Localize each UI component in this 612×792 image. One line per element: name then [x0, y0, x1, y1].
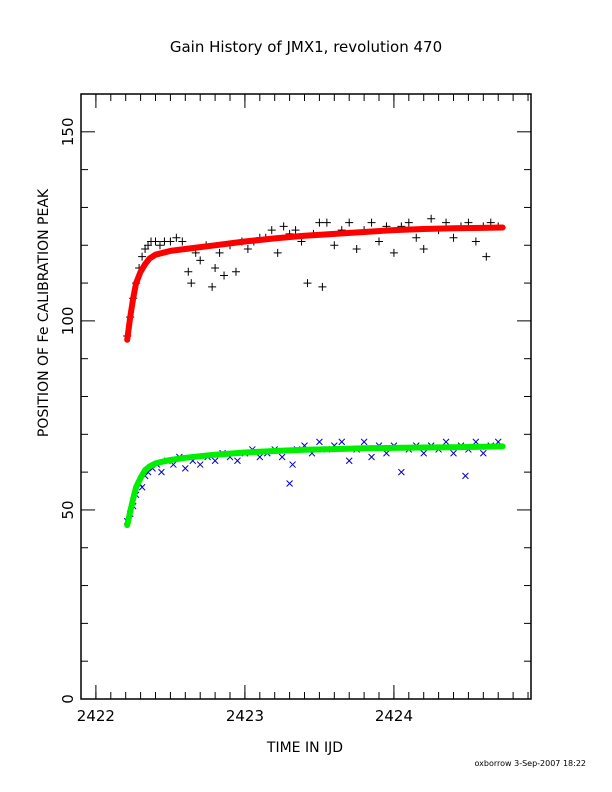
plus-point: [211, 263, 220, 272]
cross-point: [181, 464, 189, 472]
plus-point: [291, 226, 300, 235]
plus-point: [412, 233, 421, 242]
axis-tick-labels: 2422 2423 2424 0 50 100 150: [59, 117, 413, 725]
plus-point: [138, 252, 147, 261]
x-axis-label: TIME IN IJD: [266, 740, 344, 756]
cross-point: [368, 453, 375, 461]
cross-point: [286, 480, 293, 487]
x-tick-label: 2422: [77, 707, 115, 725]
plus-point: [196, 256, 205, 265]
plus-point: [215, 248, 224, 257]
plus-point: [471, 237, 480, 246]
plot-frame: [80, 93, 532, 700]
y-tick-label: 0: [59, 694, 77, 704]
chart-title: Gain History of JMX1, revolution 470: [169, 38, 443, 56]
cross-point: [383, 449, 390, 457]
plus-point: [279, 222, 288, 231]
y-axis-label: POSITION OF Fe CALIBRATION PEAK: [36, 188, 52, 438]
plus-point: [345, 218, 354, 227]
plus-point: [367, 218, 376, 227]
cross-point: [450, 449, 457, 457]
plus-point: [151, 237, 160, 246]
cross-point: [158, 468, 165, 476]
plus-point: [243, 245, 252, 254]
axis-ticks: [80, 94, 531, 700]
plus-point: [330, 241, 339, 250]
cross-point: [211, 457, 219, 465]
data-marks: [123, 214, 506, 529]
plus-point: [375, 237, 384, 246]
x-tick-label: 2424: [375, 707, 413, 725]
cross-point: [316, 438, 323, 446]
cross-point: [196, 461, 204, 468]
cross-point: [479, 449, 487, 457]
plus-point: [267, 226, 276, 235]
plus-point: [184, 267, 193, 276]
plus-point: [389, 248, 398, 257]
y-tick-label: 50: [59, 500, 77, 519]
cross-point: [420, 449, 428, 457]
cross-point: [360, 438, 368, 446]
plus-point: [208, 282, 217, 291]
plus-point: [352, 245, 361, 254]
plus-point: [322, 218, 331, 227]
cross-point: [338, 438, 346, 446]
y-tick-label: 150: [59, 117, 77, 146]
plus-point: [449, 233, 458, 242]
fit-curve-2: [124, 224, 506, 343]
cross-point: [256, 453, 264, 461]
plus-point: [482, 252, 491, 261]
cross-point: [442, 438, 450, 446]
plus-point: [187, 279, 196, 288]
cross-point: [278, 453, 286, 461]
x-tick-label: 2423: [226, 707, 264, 725]
plus-point: [315, 218, 324, 227]
fit-curve-3: [124, 443, 506, 529]
cross-point: [289, 461, 296, 468]
plus-point: [318, 282, 327, 291]
plus-point: [172, 233, 181, 242]
cross-point: [462, 472, 469, 480]
plus-point: [303, 279, 312, 288]
plus-point: [178, 237, 187, 246]
plus-point: [427, 214, 436, 223]
plus-point: [231, 267, 240, 276]
plus-point: [155, 241, 164, 250]
y-tick-label: 100: [59, 307, 77, 336]
plus-point: [220, 271, 229, 280]
plus-point: [442, 218, 451, 227]
cross-point: [345, 457, 353, 465]
plus-point: [404, 218, 413, 227]
footer-stamp: oxborrow 3-Sep-2007 18:22: [474, 759, 587, 768]
cross-point: [398, 468, 405, 476]
plus-point: [166, 237, 175, 246]
cross-point: [234, 457, 241, 465]
plus-point: [419, 245, 428, 254]
plus-point: [273, 248, 282, 257]
